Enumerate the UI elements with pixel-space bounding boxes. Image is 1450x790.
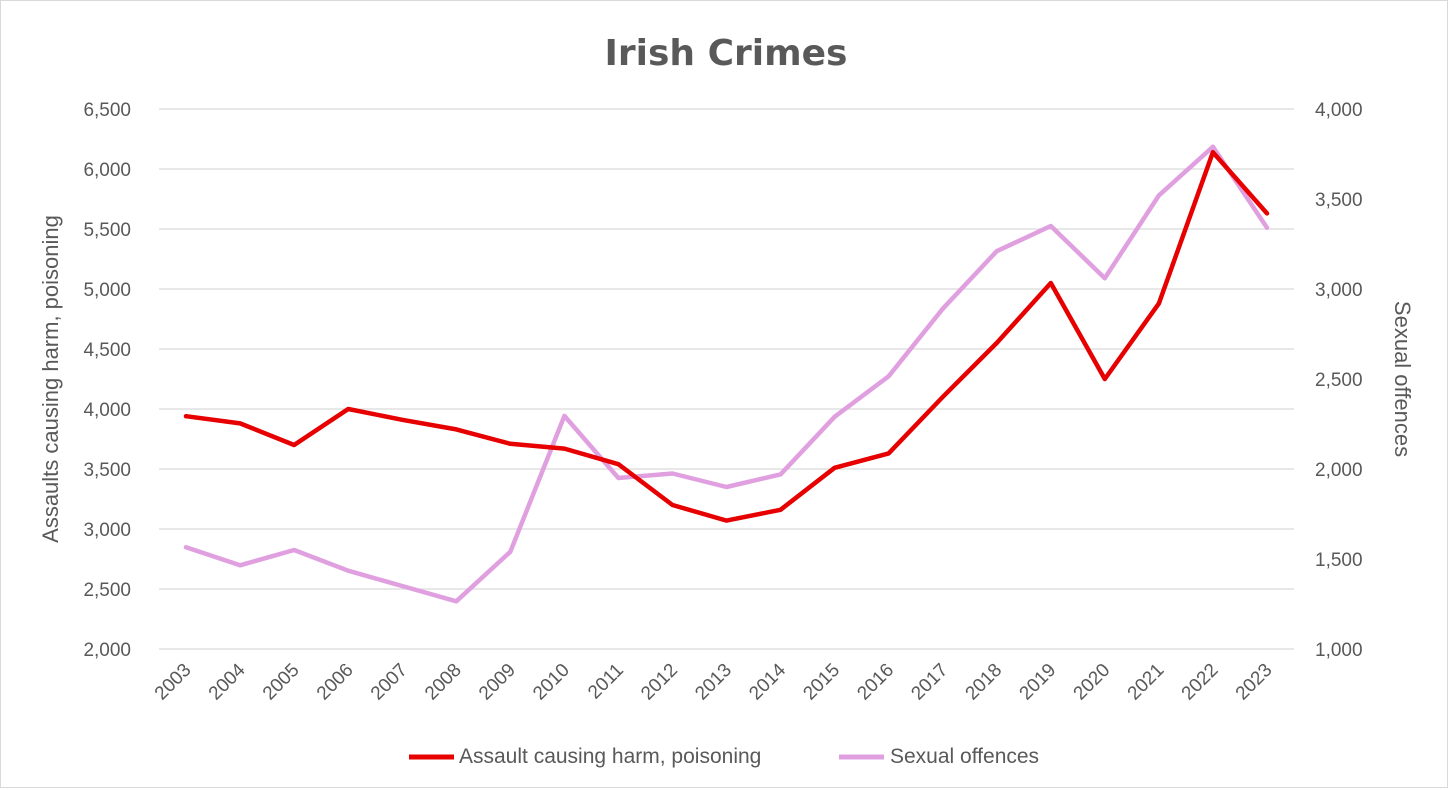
left-y-axis-title: Assaults causing harm, poisoning xyxy=(38,215,63,543)
data-point-sexual-offences xyxy=(508,549,513,554)
x-tick-label: 2007 xyxy=(367,660,412,705)
x-tick-label: 2021 xyxy=(1124,660,1169,705)
data-point-assault xyxy=(1048,281,1053,285)
data-point-assault xyxy=(724,518,729,523)
left-y-tick-label: 6,500 xyxy=(83,100,131,121)
x-tick-label: 2012 xyxy=(637,660,682,705)
data-point-sexual-offences xyxy=(400,584,405,588)
right-y-tick-label: 3,500 xyxy=(1315,190,1363,211)
left-y-tick-label: 2,000 xyxy=(83,640,131,661)
data-point-assault xyxy=(616,462,621,467)
legend-label-sexual-offences: Sexual offences xyxy=(890,745,1039,768)
right-y-tick-label: 3,000 xyxy=(1315,280,1363,301)
chart-title: Irish Crimes xyxy=(605,33,848,74)
data-point-sexual-offences xyxy=(616,476,621,480)
data-point-assault xyxy=(292,443,297,447)
x-tick-label: 2011 xyxy=(584,660,628,704)
data-point-sexual-offences xyxy=(724,485,729,489)
data-point-sexual-offences xyxy=(1048,224,1053,228)
data-point-sexual-offences xyxy=(670,471,675,476)
data-point-assault xyxy=(994,341,999,345)
data-point-assault xyxy=(346,407,351,411)
x-tick-label: 2019 xyxy=(1016,660,1061,705)
data-point-sexual-offences xyxy=(886,374,891,379)
data-point-sexual-offences xyxy=(184,545,189,550)
data-point-assault xyxy=(1264,211,1269,216)
right-y-tick-label: 2,500 xyxy=(1315,370,1363,391)
data-point-sexual-offences xyxy=(994,249,999,254)
gridlines xyxy=(159,108,1294,650)
data-point-sexual-offences xyxy=(832,414,837,419)
x-tick-label: 2020 xyxy=(1070,660,1115,705)
data-point-sexual-offences xyxy=(346,568,351,573)
data-point-sexual-offences xyxy=(454,599,459,604)
left-y-tick-label: 3,000 xyxy=(83,520,131,541)
data-point-sexual-offences xyxy=(940,306,945,311)
data-point-assault xyxy=(778,507,783,512)
data-point-sexual-offences xyxy=(292,548,297,552)
data-point-assault xyxy=(1156,301,1161,306)
left-y-axis-ticks: 2,000 2,500 3,000 3,500 4,000 4,500 5,000 5,500… xyxy=(83,100,131,661)
data-point-sexual-offences xyxy=(1264,225,1269,230)
data-point-assault xyxy=(238,421,243,426)
left-y-tick-label: 6,000 xyxy=(83,160,131,181)
left-y-tick-label: 5,000 xyxy=(83,280,131,301)
right-y-axis-title: Sexual offences xyxy=(1390,301,1415,457)
x-tick-label: 2016 xyxy=(853,660,898,705)
data-point-sexual-offences xyxy=(562,413,567,418)
data-point-assault xyxy=(832,465,837,470)
x-axis-ticks: 2003 2004 2005 2006 2007 2008 2009 2010 2011 2012… xyxy=(151,659,1277,704)
left-y-tick-label: 3,500 xyxy=(83,460,131,481)
data-point-sexual-offences xyxy=(778,472,783,477)
data-point-assault xyxy=(1210,150,1215,155)
x-tick-label: 2017 xyxy=(907,660,952,705)
data-point-assault xyxy=(562,446,567,451)
left-y-tick-label: 2,500 xyxy=(83,580,131,601)
right-y-tick-label: 4,000 xyxy=(1315,100,1363,121)
data-point-assault xyxy=(1102,377,1107,381)
series-lines xyxy=(183,144,1270,604)
left-y-tick-label: 4,500 xyxy=(83,340,131,361)
data-point-assault xyxy=(454,427,459,432)
series-line-sexual-offences xyxy=(183,144,1270,604)
right-y-axis-ticks: 1,000 1,500 2,000 2,500 3,000 3,500 4,000 xyxy=(1315,100,1363,661)
x-tick-label: 2018 xyxy=(962,660,1007,705)
data-point-assault xyxy=(886,451,891,456)
x-tick-label: 2014 xyxy=(745,659,790,704)
legend: Assault causing harm, poisoning Sexual o… xyxy=(409,745,1039,768)
left-y-tick-label: 4,000 xyxy=(83,400,131,421)
x-tick-label: 2003 xyxy=(151,660,196,705)
data-point-sexual-offences xyxy=(1102,276,1107,281)
data-point-assault xyxy=(400,417,405,422)
right-y-tick-label: 1,000 xyxy=(1315,640,1363,661)
data-point-sexual-offences xyxy=(1210,144,1215,149)
x-tick-label: 2022 xyxy=(1178,660,1223,705)
x-tick-label: 2006 xyxy=(313,660,358,705)
data-point-assault xyxy=(184,414,189,419)
x-tick-label: 2008 xyxy=(421,660,466,705)
data-point-sexual-offences xyxy=(238,563,243,568)
x-tick-label: 2023 xyxy=(1232,660,1277,705)
right-y-tick-label: 1,500 xyxy=(1315,550,1363,571)
data-point-assault xyxy=(670,503,675,507)
x-tick-label: 2005 xyxy=(259,660,304,705)
data-point-sexual-offences xyxy=(1156,193,1161,198)
x-tick-label: 2010 xyxy=(529,660,574,705)
x-tick-label: 2015 xyxy=(799,660,844,705)
series-line-assault xyxy=(183,149,1270,523)
data-point-assault xyxy=(940,395,945,399)
legend-label-assault: Assault causing harm, poisoning xyxy=(459,745,761,768)
x-tick-label: 2009 xyxy=(475,660,520,705)
left-y-tick-label: 5,500 xyxy=(83,220,131,241)
data-point-assault xyxy=(508,441,513,446)
right-y-tick-label: 2,000 xyxy=(1315,460,1363,481)
x-tick-label: 2004 xyxy=(205,659,250,704)
x-tick-label: 2013 xyxy=(691,660,736,705)
